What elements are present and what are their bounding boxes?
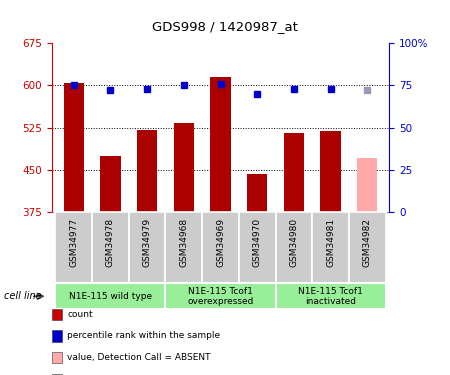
Bar: [92, 212, 129, 283]
Bar: [239, 212, 275, 283]
Bar: [174, 123, 194, 212]
Bar: [202, 212, 239, 283]
Text: GSM34981: GSM34981: [326, 217, 335, 267]
Bar: [275, 212, 312, 283]
Bar: [320, 132, 341, 212]
Bar: [211, 78, 230, 212]
Text: GSM34970: GSM34970: [253, 217, 262, 267]
Bar: [129, 212, 166, 283]
Text: GSM34968: GSM34968: [179, 217, 188, 267]
Text: GSM34969: GSM34969: [216, 217, 225, 267]
Text: percentile rank within the sample: percentile rank within the sample: [67, 332, 220, 340]
Bar: [357, 158, 378, 212]
Text: GDS998 / 1420987_at: GDS998 / 1420987_at: [152, 20, 298, 33]
Bar: [63, 82, 84, 212]
Text: count: count: [67, 310, 93, 319]
Bar: [166, 283, 275, 309]
Text: N1E-115 Tcof1
overexpressed: N1E-115 Tcof1 overexpressed: [187, 286, 254, 306]
Bar: [100, 156, 121, 212]
Bar: [55, 212, 92, 283]
Text: cell line: cell line: [4, 291, 42, 301]
Bar: [137, 130, 157, 212]
Bar: [349, 212, 386, 283]
Text: N1E-115 Tcof1
inactivated: N1E-115 Tcof1 inactivated: [298, 286, 363, 306]
Text: GSM34979: GSM34979: [143, 217, 152, 267]
Text: value, Detection Call = ABSENT: value, Detection Call = ABSENT: [67, 353, 211, 362]
Bar: [275, 283, 386, 309]
Text: GSM34982: GSM34982: [363, 217, 372, 267]
Bar: [55, 283, 166, 309]
Text: GSM34978: GSM34978: [106, 217, 115, 267]
Text: GSM34977: GSM34977: [69, 217, 78, 267]
Bar: [312, 212, 349, 283]
Bar: [247, 174, 267, 212]
Text: GSM34980: GSM34980: [289, 217, 298, 267]
Text: N1E-115 wild type: N1E-115 wild type: [69, 292, 152, 301]
Bar: [166, 212, 202, 283]
Bar: [284, 133, 304, 212]
